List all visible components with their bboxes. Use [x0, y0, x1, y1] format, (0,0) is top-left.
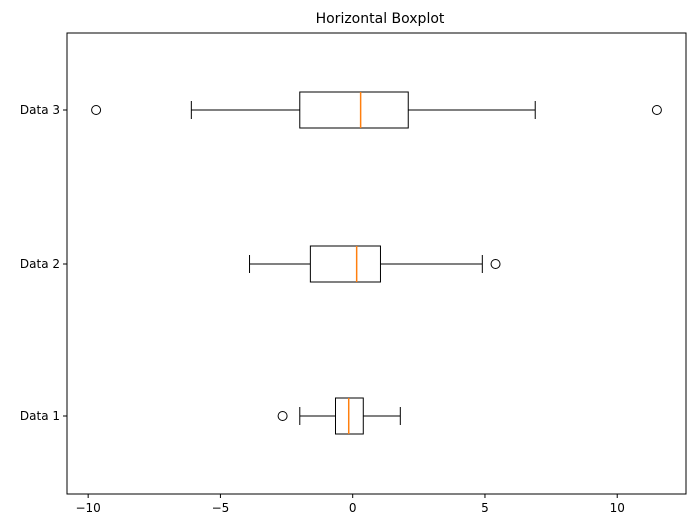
chart-title: Horizontal Boxplot: [316, 11, 445, 27]
xtick-label-1: −10: [75, 501, 100, 515]
ytick-label-2: Data 2: [20, 257, 60, 271]
series-2-box: [309, 245, 381, 283]
ytick-label-3: Data 3: [20, 103, 60, 117]
xtick-label-2: −5: [212, 501, 230, 515]
plot-area: Data 1 Data 2 Data 3 −10 −5 0 5 10: [20, 91, 662, 515]
xtick-label-3: 0: [349, 501, 357, 515]
series-3-box: [299, 91, 409, 129]
xtick-label-5: 10: [610, 501, 625, 515]
series-3-outlier-2: [651, 105, 662, 115]
ytick-label-1: Data 1: [20, 409, 60, 423]
axes-frame: [66, 32, 687, 495]
xtick-label-4: 5: [481, 501, 489, 515]
series-2-outlier-1: [490, 259, 501, 269]
series-1-outlier-1: [277, 411, 288, 421]
series-3-outlier-1: [91, 105, 102, 115]
